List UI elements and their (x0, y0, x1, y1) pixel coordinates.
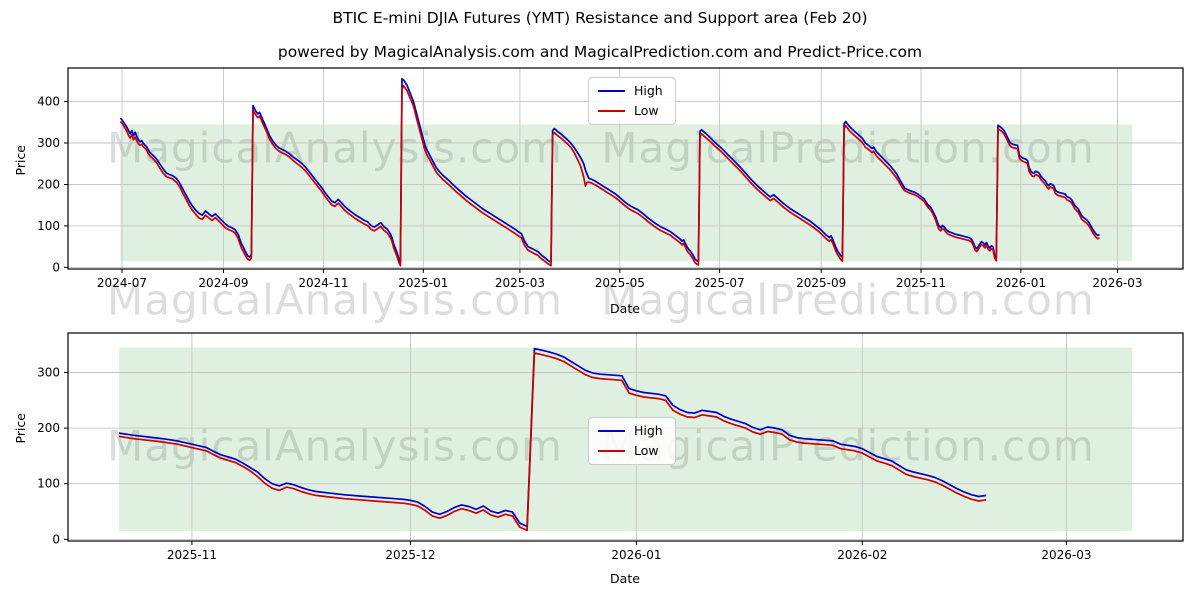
x-tick-label: 2026-01 (996, 276, 1046, 290)
x-tick-label: 2025-11 (896, 276, 946, 290)
y-tick-label: 100 (37, 219, 60, 233)
high-line-sample (598, 90, 625, 93)
y-tick-label: 100 (37, 477, 60, 491)
high-line (118, 347, 987, 528)
legend-entry-high: High (598, 423, 663, 438)
y-tick-label: 400 (37, 95, 60, 109)
watermark-text: MagicalAnalysis.com (107, 275, 563, 325)
x-tick-label: 2025-05 (595, 276, 645, 290)
watermark-text: MagicalPrediction.com (601, 124, 1095, 173)
y-tick-label: 300 (37, 366, 60, 380)
figure-title: BTIC E-mini DJIA Futures (YMT) Resistanc… (332, 9, 868, 27)
legend-label-high: High (634, 423, 663, 438)
plot-border (67, 332, 1184, 542)
x-tick-label: 2024-11 (298, 276, 348, 290)
y-tick-label: 200 (37, 178, 60, 192)
high-line (119, 77, 1100, 264)
y-tick-label: 200 (37, 421, 60, 435)
x-tick-label: 2026-02 (837, 548, 887, 562)
y-tick-label: 300 (37, 136, 60, 150)
y-tick-label: 0 (52, 260, 60, 274)
watermark-text: MagicalPrediction.com (601, 275, 1095, 325)
x-tick-label: 2025-11 (167, 548, 217, 562)
x-tick-label: 2024-07 (97, 276, 147, 290)
figure-subtitle: powered by MagicalAnalysis.com and Magic… (277, 43, 923, 61)
x-tick-label: 2025-07 (695, 276, 745, 290)
x-tick-label: 2024-09 (198, 276, 248, 290)
legend-entry-low: Low (598, 442, 663, 458)
legend-label-low: Low (634, 102, 659, 118)
y-tick-label: 0 (52, 532, 60, 546)
top-chart-x-axis-label: Date (610, 301, 640, 316)
x-tick-label: 2025-09 (796, 276, 846, 290)
x-tick-label: 2026-03 (1041, 548, 1091, 562)
low-line-sample (598, 109, 625, 112)
bottom-chart-y-axis-label: Price (13, 413, 28, 444)
low-line-sample (598, 449, 625, 452)
legend-label-low: Low (634, 442, 659, 458)
plot-border (67, 67, 1184, 270)
top-chart-legend: High Low (588, 77, 676, 125)
high-line-sample (598, 430, 625, 433)
watermark-text: MagicalAnalysis.com (107, 124, 563, 173)
bottom-chart-x-axis-label: Date (610, 571, 640, 586)
x-tick-label: 2026-03 (1092, 276, 1142, 290)
x-tick-label: 2025-03 (495, 276, 545, 290)
legend-entry-high: High (598, 83, 663, 98)
bottom-chart-legend: High Low (588, 417, 676, 465)
top-chart: 2024-07 2024-09 2024-11 2025-01 2025-03 2025-… (37, 67, 1184, 290)
x-tick-label: 2025-01 (398, 276, 448, 290)
top-chart-y-axis-label: Price (13, 145, 28, 176)
legend-entry-low: Low (598, 102, 663, 118)
x-tick-label: 2026-01 (611, 548, 661, 562)
low-line (119, 84, 1100, 267)
legend-label-high: High (634, 83, 663, 98)
low-line (118, 352, 987, 532)
x-tick-label: 2025-12 (385, 548, 435, 562)
